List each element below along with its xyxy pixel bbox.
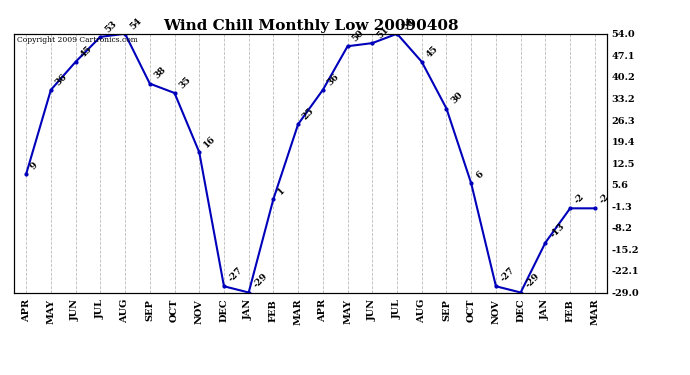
Text: 50: 50 — [351, 28, 366, 44]
Text: 35: 35 — [177, 75, 193, 90]
Text: 45: 45 — [424, 44, 440, 59]
Text: -29: -29 — [251, 272, 269, 290]
Title: Wind Chill Monthly Low 20090408: Wind Chill Monthly Low 20090408 — [163, 19, 458, 33]
Text: -13: -13 — [548, 222, 566, 240]
Text: 54: 54 — [128, 16, 143, 31]
Text: Copyright 2009 Cartronics.com: Copyright 2009 Cartronics.com — [17, 36, 137, 44]
Text: 51: 51 — [375, 25, 391, 40]
Text: 54: 54 — [400, 16, 415, 31]
Text: 16: 16 — [202, 134, 217, 149]
Text: -29: -29 — [524, 272, 542, 290]
Text: -27: -27 — [227, 266, 244, 284]
Text: 1: 1 — [276, 185, 287, 196]
Text: -2: -2 — [573, 192, 586, 206]
Text: 6: 6 — [474, 170, 485, 181]
Text: 53: 53 — [103, 19, 119, 34]
Text: 38: 38 — [152, 66, 168, 81]
Text: 36: 36 — [326, 72, 341, 87]
Text: 9: 9 — [29, 160, 40, 171]
Text: -27: -27 — [499, 266, 517, 284]
Text: 30: 30 — [449, 91, 464, 106]
Text: 45: 45 — [79, 44, 94, 59]
Text: -2: -2 — [598, 192, 611, 206]
Text: 36: 36 — [54, 72, 69, 87]
Text: 25: 25 — [301, 106, 316, 122]
